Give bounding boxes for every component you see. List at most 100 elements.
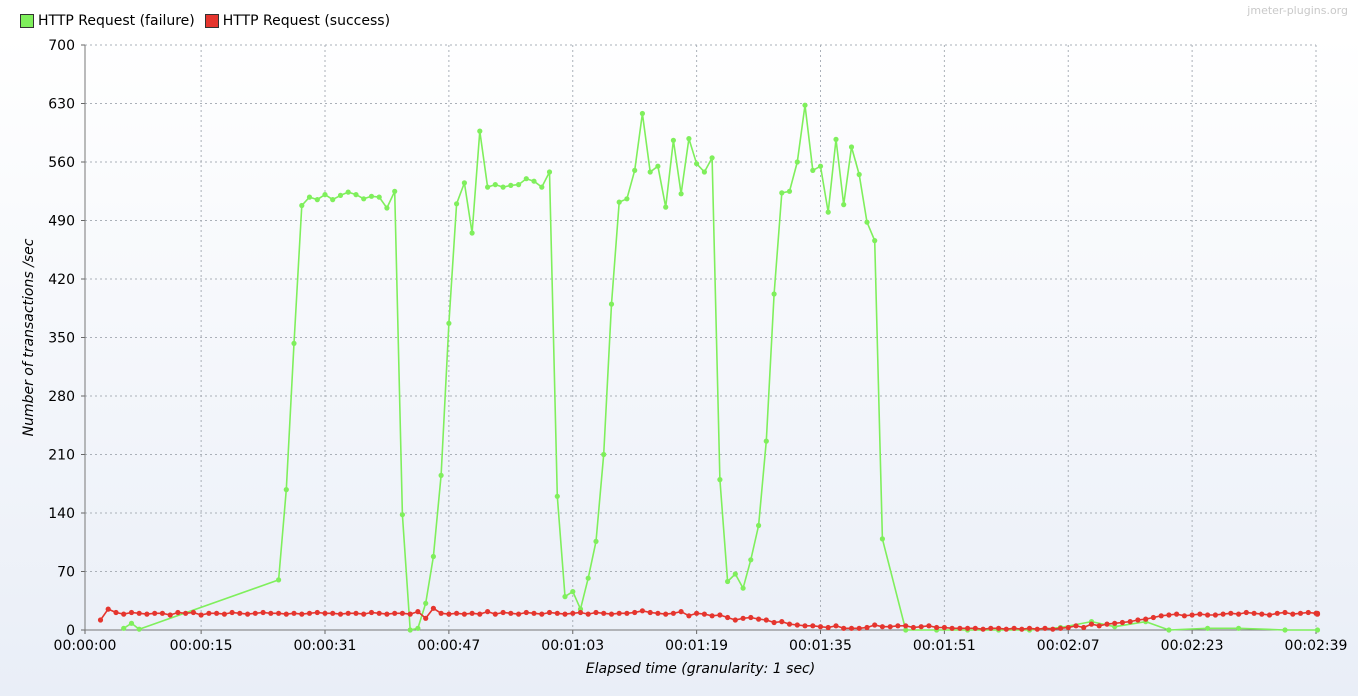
series-point-1: [477, 611, 483, 617]
series-point-0: [841, 202, 847, 208]
series-point-1: [337, 611, 344, 617]
series-point-1: [353, 610, 359, 616]
series-point-1: [345, 610, 351, 616]
series-point-1: [802, 623, 808, 629]
x-tick-label: 00:02:07: [1037, 638, 1100, 654]
series-point-1: [1282, 609, 1288, 616]
series-point-1: [1057, 625, 1064, 631]
series-point-0: [848, 144, 855, 150]
series-point-0: [732, 571, 738, 577]
series-point-0: [485, 184, 491, 190]
series-point-1: [1305, 609, 1311, 616]
series-point-1: [779, 619, 785, 625]
y-tick-label: 420: [48, 272, 75, 288]
series-point-0: [516, 182, 522, 188]
series-point-1: [748, 614, 754, 621]
series-point-0: [314, 197, 320, 203]
series-point-0: [856, 171, 862, 178]
series-point-0: [1166, 627, 1172, 633]
series-point-0: [446, 320, 452, 326]
series-point-1: [965, 625, 971, 631]
series-point-1: [608, 611, 615, 617]
series-point-0: [601, 451, 607, 458]
series-point-0: [802, 102, 808, 108]
series-point-1: [1189, 612, 1195, 618]
series-point-0: [663, 204, 669, 210]
series-point-0: [423, 600, 429, 606]
series-point-1: [500, 609, 506, 616]
x-tick-label: 00:01:35: [789, 638, 852, 654]
series-point-1: [214, 610, 220, 616]
series-point-1: [1274, 610, 1280, 616]
series-point-0: [500, 184, 506, 190]
legend: HTTP Request (failure) HTTP Request (succ…: [20, 11, 390, 31]
series-point-1: [361, 611, 367, 617]
series-point-1: [1166, 612, 1172, 618]
series-point-0: [779, 190, 785, 196]
series-point-0: [136, 626, 142, 632]
series-point-1: [763, 617, 769, 623]
series-point-0: [879, 536, 886, 542]
series-point-1: [872, 622, 878, 628]
series-point-1: [717, 612, 723, 618]
series-point-1: [1290, 611, 1296, 617]
series-point-0: [562, 594, 568, 600]
series-point-0: [678, 191, 684, 197]
series-point-0: [368, 193, 375, 199]
series-point-1: [1096, 623, 1102, 629]
series-point-1: [562, 611, 568, 617]
series-point-1: [1019, 626, 1025, 632]
y-tick-label: 490: [48, 214, 75, 230]
series-point-0: [1314, 627, 1321, 633]
series-point-1: [198, 612, 204, 618]
series-point-1: [291, 610, 297, 616]
series-point-0: [546, 169, 553, 175]
series-point-1: [934, 624, 940, 631]
series-point-1: [206, 610, 212, 616]
series-point-1: [492, 611, 498, 617]
y-axis-title: Number of transactions /sec: [21, 238, 37, 436]
series-point-1: [655, 610, 661, 616]
x-tick-label: 00:01:19: [665, 638, 728, 654]
series-point-0: [415, 625, 421, 631]
series-point-0: [1205, 625, 1211, 631]
series-point-1: [314, 609, 320, 616]
series-point-0: [810, 167, 816, 173]
series-point-1: [1228, 610, 1234, 616]
legend-swatch: [20, 14, 34, 28]
series-point-1: [376, 610, 382, 616]
series-point-0: [306, 194, 313, 200]
series-point-1: [268, 610, 274, 616]
series-point-1: [152, 610, 158, 616]
series-point-0: [825, 209, 831, 215]
series-point-0: [903, 627, 909, 633]
x-tick-label: 00:01:51: [913, 638, 976, 654]
series-point-0: [686, 136, 692, 142]
series-point-0: [1282, 627, 1288, 633]
series-point-1: [546, 609, 553, 616]
series-point-1: [1127, 619, 1133, 625]
x-tick-label: 00:01:03: [541, 638, 604, 654]
series-point-1: [879, 624, 886, 630]
series-point-1: [856, 625, 862, 631]
series-point-1: [864, 624, 870, 631]
series-point-1: [1259, 611, 1265, 617]
series-point-1: [128, 609, 135, 616]
series-point-1: [825, 624, 831, 631]
series-point-1: [283, 611, 289, 617]
x-tick-label: 00:00:15: [170, 638, 233, 654]
series-point-1: [663, 611, 669, 617]
series-point-0: [740, 585, 746, 591]
series-point-0: [438, 472, 444, 478]
series-point-1: [531, 610, 537, 616]
series-point-1: [1073, 623, 1079, 629]
series-point-1: [1143, 616, 1149, 622]
series-point-1: [1088, 621, 1095, 627]
series-point-1: [539, 611, 545, 617]
y-tick-label: 280: [48, 389, 75, 405]
series-point-1: [918, 624, 924, 630]
series-point-1: [647, 609, 653, 616]
series-point-1: [245, 611, 251, 617]
series-point-1: [167, 612, 173, 618]
watermark: jmeter-plugins.org: [1247, 4, 1348, 17]
